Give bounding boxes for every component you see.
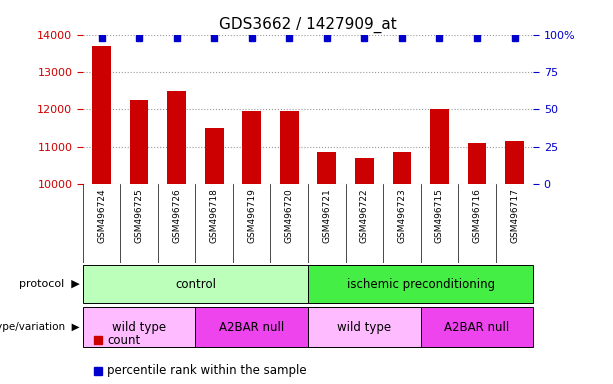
Text: control: control [175, 278, 216, 291]
Text: ischemic preconditioning: ischemic preconditioning [346, 278, 495, 291]
Text: GSM496725: GSM496725 [135, 188, 143, 243]
Text: A2BAR null: A2BAR null [444, 321, 509, 334]
Text: GSM496720: GSM496720 [285, 188, 294, 243]
Bar [83, 265, 308, 303]
Title: GDS3662 / 1427909_at: GDS3662 / 1427909_at [219, 17, 397, 33]
Text: wild type: wild type [112, 321, 166, 334]
Text: GSM496722: GSM496722 [360, 188, 369, 243]
Text: wild type: wild type [337, 321, 392, 334]
Bar [280, 111, 299, 184]
Text: percentile rank within the sample: percentile rank within the sample [107, 364, 307, 377]
Bar [430, 109, 449, 184]
Text: count: count [107, 334, 140, 347]
Text: genotype/variation  ▶: genotype/variation ▶ [0, 322, 80, 333]
Bar [205, 128, 224, 184]
Text: GSM496721: GSM496721 [322, 188, 331, 243]
Bar [167, 91, 186, 184]
Text: GSM496715: GSM496715 [435, 188, 444, 243]
Bar [392, 152, 411, 184]
Text: GSM496724: GSM496724 [97, 188, 106, 243]
Bar [468, 143, 486, 184]
Text: GSM496726: GSM496726 [172, 188, 181, 243]
Bar [308, 265, 533, 303]
Bar [318, 152, 336, 184]
Bar [92, 46, 111, 184]
Text: GSM496723: GSM496723 [397, 188, 406, 243]
Bar [308, 308, 421, 347]
Bar [130, 100, 148, 184]
Text: GSM496719: GSM496719 [247, 188, 256, 243]
Bar [355, 158, 374, 184]
Text: GSM496717: GSM496717 [510, 188, 519, 243]
Bar [196, 308, 308, 347]
Bar [83, 308, 196, 347]
Bar [421, 308, 533, 347]
Text: A2BAR null: A2BAR null [219, 321, 284, 334]
Text: protocol  ▶: protocol ▶ [19, 279, 80, 289]
Text: GSM496716: GSM496716 [473, 188, 481, 243]
Bar [505, 141, 524, 184]
Bar [242, 111, 261, 184]
Text: GSM496718: GSM496718 [210, 188, 219, 243]
